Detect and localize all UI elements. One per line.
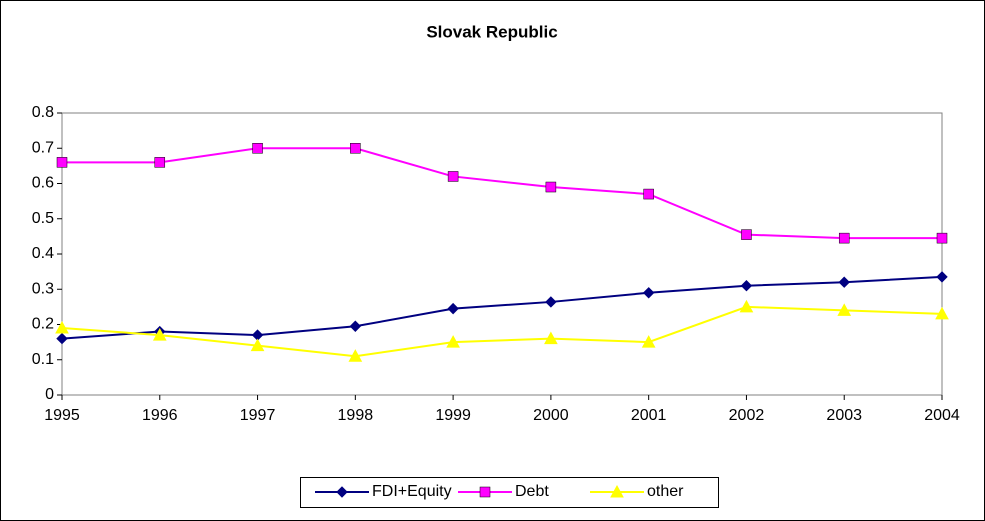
chart-title: Slovak Republic bbox=[426, 22, 557, 41]
x-tick-label: 1996 bbox=[142, 407, 178, 424]
marker bbox=[252, 143, 263, 154]
marker bbox=[479, 486, 491, 498]
y-tick-label: 0.1 bbox=[32, 351, 54, 368]
marker bbox=[55, 320, 69, 334]
x-tick-label: 2001 bbox=[631, 407, 667, 424]
series-line bbox=[61, 305, 943, 358]
x-tick-label: 2003 bbox=[826, 407, 862, 424]
marker bbox=[349, 320, 362, 332]
marker bbox=[642, 287, 655, 299]
marker bbox=[936, 232, 948, 244]
marker bbox=[348, 349, 363, 362]
marker bbox=[837, 303, 852, 316]
marker bbox=[741, 229, 752, 240]
y-tick-label: 0.3 bbox=[32, 280, 54, 297]
marker bbox=[447, 302, 459, 315]
marker bbox=[446, 335, 460, 348]
series-line bbox=[61, 275, 943, 340]
marker bbox=[154, 157, 166, 168]
marker bbox=[350, 143, 361, 154]
y-tick-label: 0.2 bbox=[32, 316, 54, 333]
marker bbox=[838, 232, 850, 244]
y-tick-label: 0 bbox=[45, 386, 54, 403]
legend-label: other bbox=[647, 483, 684, 500]
legend-label: FDI+Equity bbox=[372, 483, 452, 500]
marker bbox=[336, 486, 348, 498]
marker bbox=[544, 331, 558, 345]
x-tick-label: 2002 bbox=[729, 407, 765, 424]
x-tick-label: 1997 bbox=[240, 407, 276, 424]
marker bbox=[56, 157, 68, 168]
y-tick-label: 0.6 bbox=[32, 175, 54, 192]
x-tick-label: 1999 bbox=[435, 407, 471, 424]
marker bbox=[641, 335, 656, 348]
series-line bbox=[62, 147, 942, 240]
y-tick-label: 0.8 bbox=[32, 104, 54, 121]
plot-area bbox=[61, 112, 943, 396]
marker bbox=[739, 299, 754, 313]
marker bbox=[838, 276, 850, 288]
marker bbox=[545, 296, 557, 308]
x-tick-label: 2000 bbox=[533, 407, 569, 424]
marker bbox=[56, 332, 68, 345]
marker bbox=[447, 171, 459, 182]
marker bbox=[152, 328, 167, 341]
marker bbox=[610, 484, 624, 498]
y-tick-label: 0.4 bbox=[32, 245, 54, 262]
marker bbox=[545, 181, 557, 193]
x-tick-label: 2004 bbox=[924, 407, 960, 424]
marker bbox=[643, 188, 654, 200]
x-tick-label: 1995 bbox=[44, 407, 80, 424]
marker bbox=[936, 271, 948, 283]
x-tick-label: 1998 bbox=[338, 407, 374, 424]
marker bbox=[250, 338, 265, 352]
y-tick-label: 0.5 bbox=[32, 210, 54, 227]
legend-label: Debt bbox=[515, 483, 549, 500]
y-tick-label: 0.7 bbox=[32, 139, 54, 156]
marker bbox=[935, 306, 949, 320]
marker bbox=[740, 280, 753, 292]
